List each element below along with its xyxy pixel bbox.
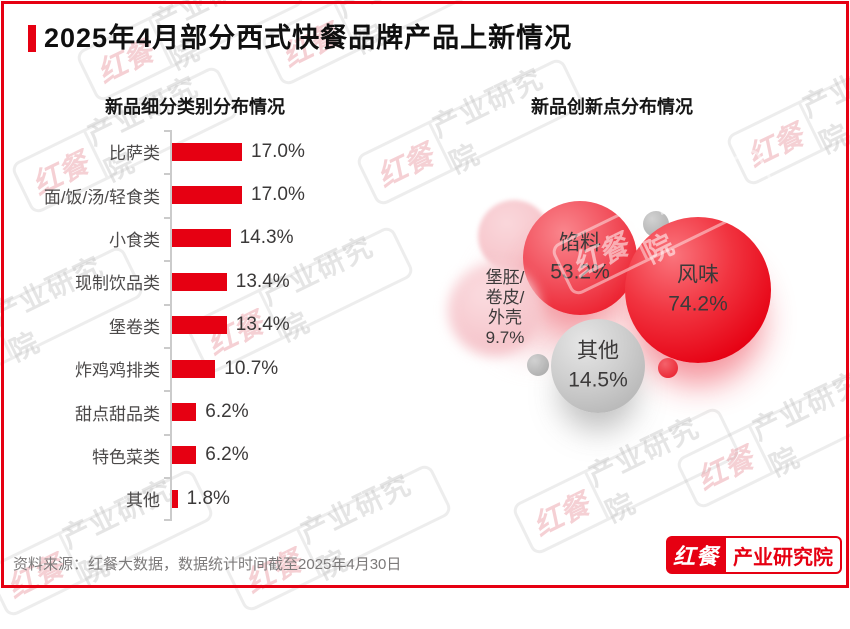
bubble-chart-title: 新品创新点分布情况 — [531, 97, 693, 117]
category-label: 炸鸡鸡排类 — [75, 361, 160, 381]
bar-wrap: 10.7% — [170, 358, 420, 380]
category-label: 现制饮品类 — [75, 274, 160, 294]
brand-logo: 红餐 产业研究院 — [666, 536, 843, 574]
bar-row: 比萨类 17.0% — [20, 130, 420, 173]
bar — [170, 359, 216, 378]
bubble-堡胚/卷皮/外壳 — [448, 264, 540, 356]
category-label: 其他 — [126, 491, 160, 511]
value-label: 17.0% — [251, 184, 305, 206]
bubble-其他 — [551, 319, 645, 413]
bar-row: 现制饮品类 13.4% — [20, 260, 420, 303]
bar-wrap: 14.3% — [170, 227, 420, 249]
value-label: 17.0% — [251, 140, 305, 162]
bubble-chart: 风味 74.2% 馅料 53.2% 其他 14.5% 堡胚/卷皮/外壳 9.7% — [430, 85, 794, 525]
bar — [170, 316, 227, 335]
axis-tick — [164, 519, 170, 521]
bar-row: 甜点甜品类 6.2% — [20, 390, 420, 433]
axis-tick — [164, 260, 170, 263]
value-label: 6.2% — [205, 444, 249, 466]
bar — [170, 403, 197, 422]
axis-tick — [164, 173, 170, 176]
value-label: 6.2% — [205, 401, 249, 423]
bar-chart-axis — [170, 130, 172, 521]
bar — [170, 446, 197, 465]
bar-row: 小食类 14.3% — [20, 217, 420, 260]
bar-wrap: 6.2% — [170, 444, 420, 466]
bar-row: 其他 1.8% — [20, 477, 420, 520]
bar-wrap: 6.2% — [170, 401, 420, 423]
bar-row: 面/饭/汤/轻食类 17.0% — [20, 173, 420, 216]
axis-tick — [164, 130, 170, 132]
value-label: 10.7% — [224, 357, 279, 379]
bar-wrap: 13.4% — [170, 271, 420, 293]
bubble-label: 风味 74.2% — [668, 263, 728, 316]
bar-row: 炸鸡鸡排类 10.7% — [20, 347, 420, 390]
value-label: 1.8% — [186, 487, 230, 509]
category-label: 堡卷类 — [109, 317, 160, 337]
bar-chart: 比萨类 17.0% 面/饭/汤/轻食类 17.0% 小食类 14.3% 现制饮品类 13.4%… — [20, 130, 420, 522]
category-label: 小食类 — [109, 230, 160, 250]
page-header: 2025年4月部分西式快餐品牌产品上新情况 — [28, 23, 573, 54]
bar — [170, 142, 242, 161]
bar-row: 堡卷类 13.4% — [20, 304, 420, 347]
bar — [170, 489, 178, 508]
bubble-馅料 — [523, 201, 637, 315]
title-accent-bar — [28, 25, 36, 53]
value-label: 13.4% — [235, 314, 290, 336]
bar — [170, 272, 227, 291]
category-label: 面/饭/汤/轻食类 — [43, 187, 160, 207]
category-label: 特色菜类 — [92, 447, 160, 467]
category-label: 比萨类 — [109, 144, 160, 164]
axis-tick — [164, 303, 170, 306]
category-label: 甜点甜品类 — [75, 404, 160, 424]
bubble-label: 堡胚/卷皮/外壳 9.7% — [485, 267, 525, 348]
axis-tick — [164, 390, 170, 393]
brand-logo-unit: 产业研究院 — [726, 536, 843, 574]
bar — [170, 229, 231, 248]
bar-wrap: 17.0% — [170, 184, 420, 206]
bubble-label: 其他 14.5% — [568, 339, 628, 392]
bar-wrap: 1.8% — [170, 488, 420, 510]
bar-wrap: 13.4% — [170, 314, 420, 336]
bar-chart-title: 新品细分类别分布情况 — [105, 97, 285, 117]
axis-tick — [164, 216, 170, 219]
decor-circle — [527, 354, 549, 376]
brand-logo-mark: 红餐 — [666, 536, 727, 574]
value-label: 14.3% — [239, 227, 294, 249]
bubble-风味 — [625, 217, 771, 363]
axis-tick — [164, 433, 170, 436]
decor-circle — [658, 358, 678, 378]
source-note: 资料来源：红餐大数据，数据统计时间截至2025年4月30日 — [13, 556, 402, 573]
value-label: 13.4% — [235, 270, 290, 292]
bar-rows: 比萨类 17.0% 面/饭/汤/轻食类 17.0% 小食类 14.3% 现制饮品类 13.4%… — [20, 130, 420, 521]
page-title: 2025年4月部分西式快餐品牌产品上新情况 — [44, 23, 573, 53]
axis-tick — [164, 347, 170, 349]
bar — [170, 186, 242, 205]
axis-tick — [164, 477, 170, 480]
bar-wrap: 17.0% — [170, 141, 420, 163]
bubble-label: 馅料 53.2% — [550, 231, 610, 284]
bar-row: 特色菜类 6.2% — [20, 434, 420, 477]
